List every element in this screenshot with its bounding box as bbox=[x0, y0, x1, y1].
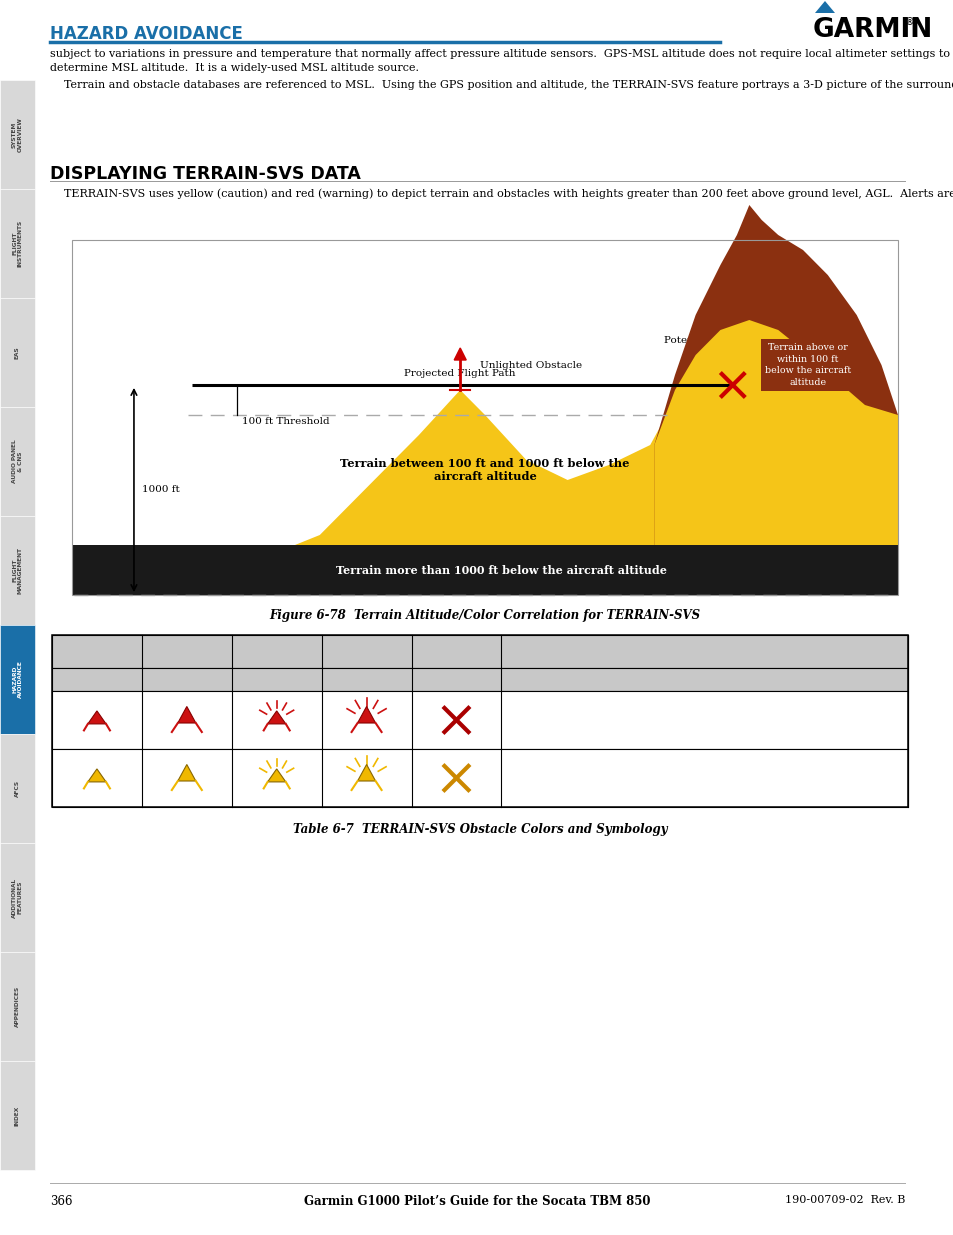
Bar bbox=[52, 668, 907, 692]
Text: FLIGHT
MANAGEMENT: FLIGHT MANAGEMENT bbox=[12, 547, 23, 594]
Bar bbox=[0, 516, 35, 625]
Text: APPENDICES: APPENDICES bbox=[15, 986, 20, 1028]
Text: FLIGHT
INSTRUMENTS: FLIGHT INSTRUMENTS bbox=[12, 220, 23, 267]
Bar bbox=[52, 692, 907, 748]
Text: Table 6-7  TERRAIN-SVS Obstacle Colors and Symbology: Table 6-7 TERRAIN-SVS Obstacle Colors an… bbox=[293, 823, 666, 836]
Text: 100 ft Threshold: 100 ft Threshold bbox=[242, 417, 330, 426]
Bar bbox=[0, 625, 35, 734]
Text: Potential
Impact Points: Potential Impact Points bbox=[413, 640, 499, 663]
Text: 1000 ft: 1000 ft bbox=[142, 485, 179, 494]
Bar bbox=[52, 635, 907, 806]
Text: Terrain and obstacle databases are referenced to MSL.  Using the GPS position an: Terrain and obstacle databases are refer… bbox=[50, 80, 953, 90]
Polygon shape bbox=[88, 769, 106, 782]
Polygon shape bbox=[654, 205, 897, 545]
Text: Terrain between 100 ft and 1000 ft below the
aircraft altitude: Terrain between 100 ft and 1000 ft below… bbox=[340, 458, 629, 482]
Bar bbox=[71, 545, 897, 595]
Polygon shape bbox=[357, 706, 375, 722]
Text: < 1000’ AGL: < 1000’ AGL bbox=[60, 676, 133, 684]
Text: INDEX: INDEX bbox=[15, 1105, 20, 1125]
Bar bbox=[52, 748, 907, 806]
Polygon shape bbox=[357, 764, 375, 781]
Bar bbox=[71, 240, 897, 595]
Bar bbox=[0, 189, 35, 298]
Bar bbox=[0, 1061, 35, 1170]
Text: AUDIO PANEL
& CNS: AUDIO PANEL & CNS bbox=[12, 440, 23, 483]
Text: TERRAIN-SVS uses yellow (caution) and red (warning) to depict terrain and obstac: TERRAIN-SVS uses yellow (caution) and re… bbox=[50, 188, 953, 199]
Text: Unlighted Obstacle: Unlighted Obstacle bbox=[81, 646, 202, 657]
Polygon shape bbox=[268, 769, 286, 782]
Text: DISPLAYING TERRAIN-SVS DATA: DISPLAYING TERRAIN-SVS DATA bbox=[50, 165, 360, 183]
Bar bbox=[52, 635, 907, 668]
Text: Terrain more than 1000 ft below the aircraft altitude: Terrain more than 1000 ft below the airc… bbox=[335, 564, 666, 576]
Text: WARNING: Red obstacle is above or within
100’ below current aircraft altitude: WARNING: Red obstacle is above or within… bbox=[582, 709, 825, 731]
Text: SYSTEM
OVERVIEW: SYSTEM OVERVIEW bbox=[12, 117, 23, 152]
Bar bbox=[0, 408, 35, 516]
Polygon shape bbox=[177, 706, 195, 722]
Text: Obstacle Location: Obstacle Location bbox=[641, 645, 767, 658]
Text: AFCS: AFCS bbox=[15, 781, 20, 797]
Text: Lighted Obstacle: Lighted Obstacle bbox=[268, 646, 375, 657]
Text: GARMIN: GARMIN bbox=[812, 17, 932, 43]
Text: Garmin G1000 Pilot’s Guide for the Socata TBM 850: Garmin G1000 Pilot’s Guide for the Socat… bbox=[303, 1195, 650, 1208]
Text: ADDITIONAL
FEATURES: ADDITIONAL FEATURES bbox=[12, 877, 23, 918]
Text: HAZARD
AVOIDANCE: HAZARD AVOIDANCE bbox=[12, 661, 23, 699]
Polygon shape bbox=[654, 320, 897, 545]
Text: Figure 6-78  Terrain Altitude/Color Correlation for TERRAIN-SVS: Figure 6-78 Terrain Altitude/Color Corre… bbox=[269, 609, 700, 622]
Bar bbox=[0, 734, 35, 844]
Text: > 1000’ AGL: > 1000’ AGL bbox=[330, 676, 402, 684]
Bar bbox=[0, 80, 35, 189]
Text: Unlighted Obstacle: Unlighted Obstacle bbox=[479, 361, 581, 370]
Text: < 1000’ AGL: < 1000’ AGL bbox=[240, 676, 313, 684]
Text: Terrain above or
within 100 ft
below the aircraft
altitude: Terrain above or within 100 ft below the… bbox=[764, 343, 850, 388]
Text: > 1000’ AGL: > 1000’ AGL bbox=[151, 676, 223, 684]
Text: HAZARD AVOIDANCE: HAZARD AVOIDANCE bbox=[50, 25, 243, 43]
Text: 366: 366 bbox=[50, 1195, 72, 1208]
Text: 190-00709-02  Rev. B: 190-00709-02 Rev. B bbox=[783, 1195, 904, 1205]
Bar bbox=[0, 844, 35, 952]
Polygon shape bbox=[268, 711, 286, 724]
Bar bbox=[0, 952, 35, 1061]
Polygon shape bbox=[814, 1, 834, 14]
Text: Potential Impact Point: Potential Impact Point bbox=[663, 336, 781, 345]
Text: Projected Flight Path: Projected Flight Path bbox=[404, 369, 516, 378]
Polygon shape bbox=[454, 348, 466, 359]
Bar bbox=[0, 298, 35, 408]
Text: CAUTION: Yellow obstacle is between 100’
and 1000’ below current aircraft altitu: CAUTION: Yellow obstacle is between 100’… bbox=[583, 767, 825, 789]
Text: subject to variations in pressure and temperature that normally affect pressure : subject to variations in pressure and te… bbox=[50, 49, 949, 73]
Polygon shape bbox=[177, 764, 195, 781]
Text: ®: ® bbox=[904, 17, 914, 27]
Text: EAS: EAS bbox=[15, 346, 20, 359]
Bar bbox=[71, 240, 897, 595]
Polygon shape bbox=[71, 390, 897, 545]
Polygon shape bbox=[88, 711, 106, 724]
